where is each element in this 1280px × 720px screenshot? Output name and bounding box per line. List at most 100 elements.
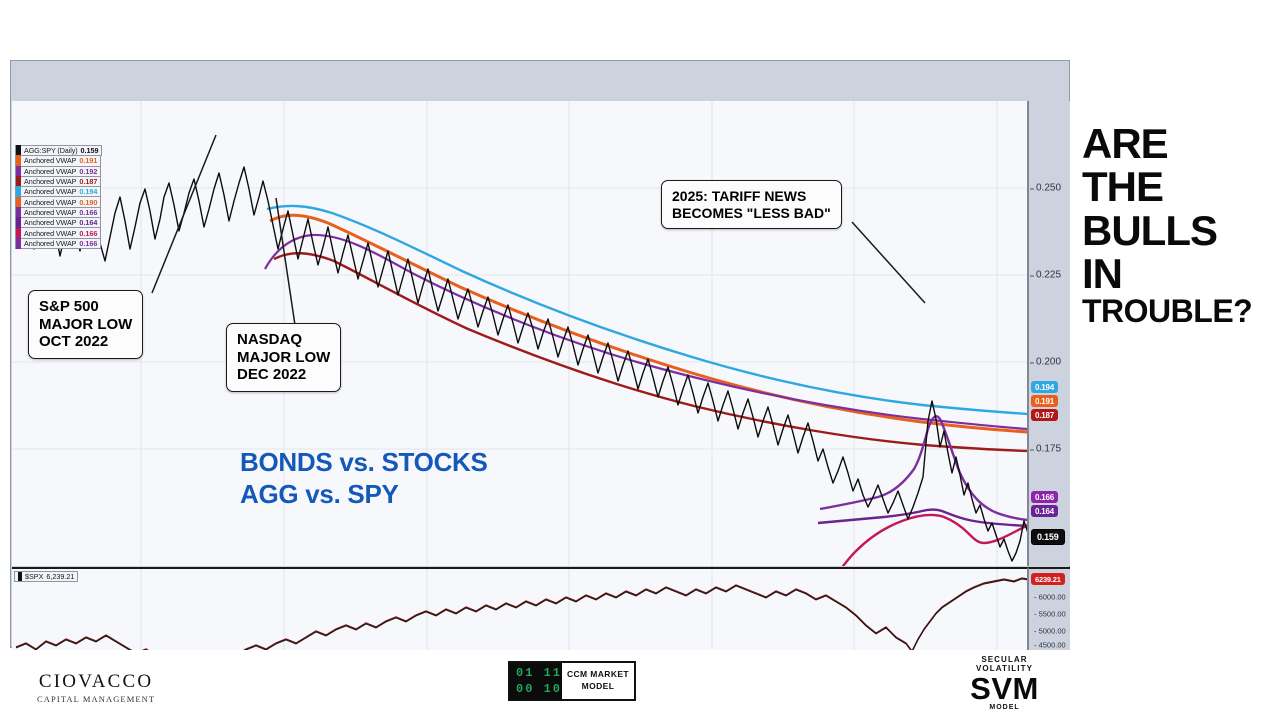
- legend-series-name: Anchored VWAP: [24, 228, 77, 238]
- svm-logo-bottom: MODEL: [989, 703, 1020, 711]
- legend-row[interactable]: Anchored VWAP 0.191: [15, 155, 102, 167]
- vertical-gridlines: [140, 101, 998, 566]
- subchart-legend-name: $SPX: [25, 572, 44, 581]
- callout-line: MAJOR LOW: [237, 348, 331, 366]
- vwap-violet-lower-line: [817, 508, 1027, 528]
- svm-logo-top: SECULAR VOLATILITY: [975, 655, 1034, 673]
- spx-axis-tick: - 5000.00: [1034, 626, 1066, 636]
- legend-row[interactable]: Anchored VWAP 0.164: [15, 217, 102, 229]
- legend-series-value: 0.192: [79, 166, 98, 176]
- legend-series-name: Anchored VWAP: [24, 218, 77, 228]
- ccm-logo-label-line2: MODEL: [581, 681, 615, 691]
- subchart-legend: $SPX 6,239.21: [14, 571, 79, 582]
- legend-color-swatch: [16, 155, 21, 167]
- main-plot-svg: [12, 101, 1027, 566]
- legend-row[interactable]: AGG:SPY (Daily) 0.159: [15, 145, 103, 157]
- subchart-legend-swatch: [18, 572, 22, 581]
- callout-nasdaq-low: NASDAQ MAJOR LOW DEC 2022: [226, 323, 342, 393]
- legend-color-swatch: [16, 165, 21, 177]
- legend-row[interactable]: Anchored VWAP 0.166: [15, 206, 102, 219]
- headline-line: IN: [1082, 249, 1123, 297]
- vwap-orange-line: [269, 213, 1027, 434]
- callout-line: DEC 2022: [237, 366, 307, 384]
- callout-line: OCT 2022: [39, 333, 109, 351]
- legend-series-name: AGG:SPY (Daily): [24, 146, 78, 156]
- legend-series-value: 0.159: [80, 146, 99, 156]
- headline-line: ARE: [1082, 120, 1169, 167]
- chart-legend: AGG:SPY (Daily) 0.159 Anchored VWAP 0.191 An…: [15, 145, 103, 249]
- price-badge: 0.194: [1031, 381, 1059, 393]
- footer: CIOVACCO CAPITAL MANAGEMENT 01 11 00 10 …: [0, 650, 1280, 720]
- ciovacco-logo-name: CIOVACCO: [38, 671, 154, 692]
- legend-color-swatch: [16, 145, 21, 157]
- legend-color-swatch: [16, 176, 21, 188]
- legend-row[interactable]: Anchored VWAP 0.166: [15, 237, 102, 249]
- legend-series-name: Anchored VWAP: [24, 207, 77, 217]
- ccm-market-model-logo: 01 11 00 10 CCM MARKET MODEL: [508, 661, 636, 701]
- price-axis-tick: 0.225: [1029, 269, 1062, 281]
- legend-color-swatch: [16, 227, 21, 239]
- callout-line: BECOMES "LESS BAD": [672, 204, 831, 221]
- headline: ARE THE BULLS IN TROUBLE?: [1082, 122, 1277, 328]
- spx-axis-tick: - 6000.00: [1034, 592, 1066, 602]
- ccm-logo-bits: 01 11 00 10: [510, 663, 562, 699]
- legend-color-swatch: [16, 217, 21, 229]
- legend-row[interactable]: Anchored VWAP 0.187: [15, 175, 102, 188]
- legend-color-swatch: [16, 237, 21, 249]
- chart-window: AGG:SPY (Daily) 0.159 Anchored VWAP 0.191 An…: [10, 60, 1070, 708]
- legend-series-value: 0.164: [79, 218, 98, 228]
- legend-color-swatch: [16, 206, 21, 218]
- headline-last-line: TROUBLE?: [1082, 293, 1253, 329]
- callout-line: S&P 500: [39, 298, 99, 315]
- callout-line: MAJOR LOW: [39, 315, 133, 333]
- vwap-crimson-line: [841, 513, 1027, 566]
- legend-series-name: Anchored VWAP: [24, 238, 77, 248]
- legend-color-swatch: [16, 186, 21, 198]
- ccm-logo-bits-line2: 00 10: [516, 682, 563, 696]
- chart-topbar: [11, 61, 1069, 101]
- price-badge: 0.187: [1031, 409, 1059, 421]
- callout-sp500-low: S&P 500 MAJOR LOW OCT 2022: [28, 290, 144, 360]
- vwap-cyan-line: [266, 204, 1027, 416]
- price-badge: 0.159: [1031, 529, 1065, 545]
- legend-row[interactable]: Anchored VWAP 0.166: [15, 227, 102, 239]
- legend-series-value: 0.187: [79, 177, 98, 187]
- svm-logo-main: SVM: [970, 671, 1039, 706]
- callout-tariff-news: 2025: TARIFF NEWS BECOMES "LESS BAD": [661, 180, 842, 230]
- price-axis-tick: 0.175: [1029, 443, 1062, 455]
- chart-title-line2: AGG vs. SPY: [240, 478, 399, 509]
- chart-title-line1: BONDS vs. STOCKS: [240, 447, 488, 477]
- spx-axis-tick: - 4500.00: [1034, 640, 1066, 650]
- legend-series-value: 0.166: [79, 207, 98, 217]
- price-axis-tick: 0.200: [1029, 356, 1062, 368]
- legend-series-name: Anchored VWAP: [24, 156, 77, 166]
- price-axis-tick: 0.250: [1029, 182, 1062, 194]
- price-badge: 0.166: [1031, 491, 1059, 503]
- callout-line: 2025: TARIFF NEWS: [672, 188, 807, 204]
- ciovacco-logo: CIOVACCO CAPITAL MANAGEMENT: [37, 671, 155, 704]
- legend-row[interactable]: Anchored VWAP 0.190: [15, 196, 102, 208]
- headline-line: THE: [1082, 163, 1164, 211]
- chart-main-pane[interactable]: AGG:SPY (Daily) 0.159 Anchored VWAP 0.191 An…: [12, 101, 1028, 566]
- legend-series-name: Anchored VWAP: [24, 197, 77, 207]
- legend-color-swatch: [16, 196, 21, 208]
- legend-series-value: 0.166: [79, 228, 98, 238]
- legend-row[interactable]: Anchored VWAP 0.194: [15, 186, 102, 198]
- legend-series-value: 0.191: [79, 156, 98, 166]
- headline-line: BULLS: [1082, 206, 1218, 254]
- subchart-legend-value: 6,239.21: [46, 572, 75, 581]
- svm-logo: SECULAR VOLATILITY SVM MODEL: [957, 655, 1052, 711]
- price-badge: 0.164: [1031, 505, 1059, 517]
- price-axis-main[interactable]: 0.250 0.225 0.200 0.175 0.194 0.191 0.187 0.166…: [1028, 101, 1070, 566]
- legend-series-value: 0.190: [79, 197, 98, 207]
- vwap-purple-upper-line: [264, 233, 1027, 431]
- spx-price-badge: 6239.21: [1031, 573, 1065, 585]
- legend-row[interactable]: Anchored VWAP 0.192: [15, 165, 102, 177]
- callout-line: NASDAQ: [237, 331, 303, 348]
- legend-series-value: 0.166: [79, 238, 98, 248]
- legend-series-name: Anchored VWAP: [24, 166, 77, 176]
- legend-series-name: Anchored VWAP: [24, 177, 77, 187]
- legend-series-value: 0.194: [79, 187, 98, 197]
- chart-title-overlay: BONDS vs. STOCKS AGG vs. SPY: [240, 447, 488, 510]
